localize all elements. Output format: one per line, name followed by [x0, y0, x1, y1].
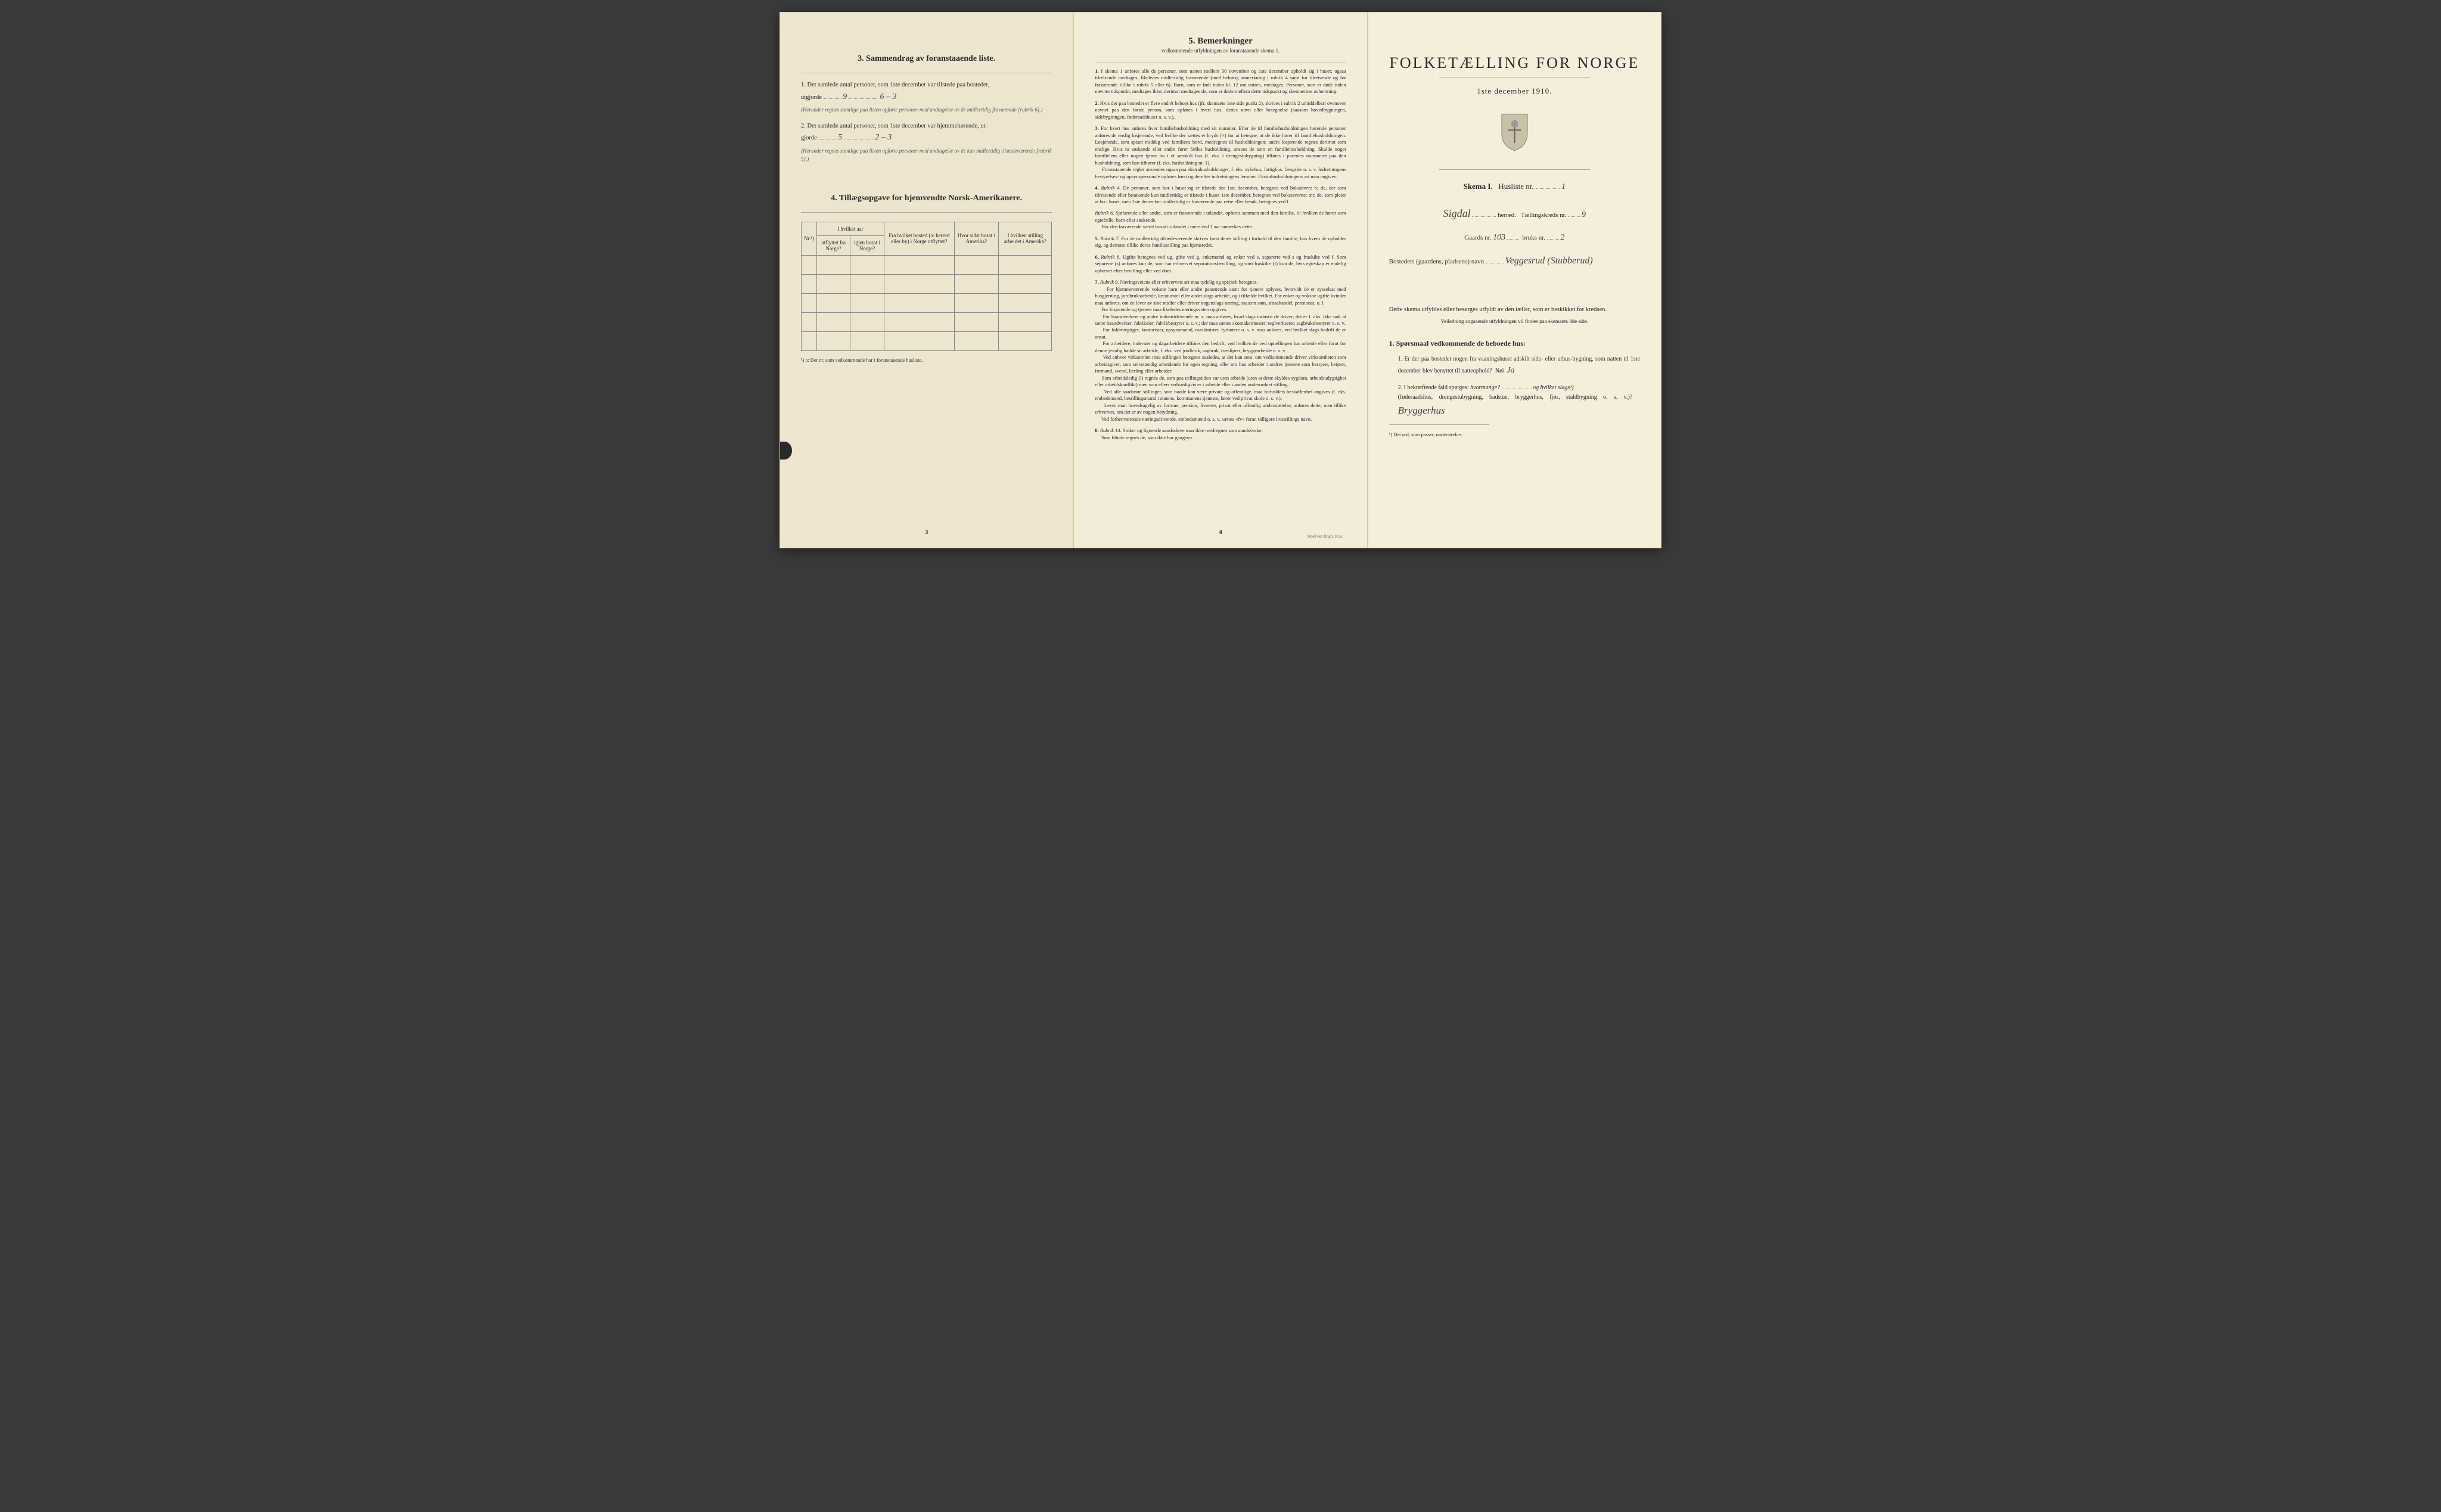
- main-title: FOLKETÆLLING FOR NORGE: [1389, 54, 1640, 72]
- page-tear: [779, 442, 792, 460]
- page-right: FOLKETÆLLING FOR NORGE 1ste december 191…: [1368, 12, 1662, 548]
- table-row: [802, 293, 1052, 312]
- summary-item-2: 2. Det samlede antal personer, som 1ste …: [801, 122, 1052, 164]
- instruction-sub: Veiledning angaaende utfyldningen vil fi…: [1389, 318, 1640, 326]
- page-number-3: 3: [780, 529, 1073, 536]
- th-amerika-bosat: Hvor sidst bosat i Amerika?: [954, 222, 998, 255]
- item1-note: (Herunder regnes samtlige paa listen opf…: [801, 105, 1052, 114]
- q2-b: og hvilket slags¹): [1533, 384, 1574, 391]
- divider: [1439, 169, 1590, 170]
- remark-item: 7. Rubrik 9. Næringsveiens eller erhverv…: [1095, 279, 1346, 423]
- herred-line: Sigdal herred. Tællingskreds nr. 9: [1389, 204, 1640, 223]
- divider: [1389, 424, 1490, 425]
- table-footnote: ¹) ɔ: Det nr. som vedkommende har i fora…: [801, 357, 1052, 363]
- gaards-value: 103: [1493, 230, 1505, 245]
- item2-sub: 2 – 3: [875, 131, 892, 144]
- page3-footnote: ¹) Det ord, som passer, understrekes.: [1389, 431, 1640, 439]
- th-aar: I hvilket aar: [816, 222, 884, 235]
- remark-item: 2. Hvis der paa bostedet er flere end ét…: [1095, 100, 1346, 120]
- section-3-title: 3. Sammendrag av foranstaaende liste.: [801, 54, 1052, 64]
- remark-item: 3. For hvert hus anføres hver familiehus…: [1095, 125, 1346, 180]
- q2-paren: (føderaadshus, drengestubygning, badstue…: [1398, 394, 1633, 400]
- remark-item: 4. Rubrik 4. De personer, som bor i huse…: [1095, 185, 1346, 205]
- printer-note: Steen'ske Bogtr. Kr.a.: [1307, 534, 1343, 539]
- remarks-title: 5. Bemerkninger: [1095, 36, 1346, 46]
- census-date: 1ste december 1910.: [1389, 86, 1640, 96]
- bruks-value: 2: [1560, 230, 1564, 245]
- item1-sub: 6 – 3: [880, 91, 897, 104]
- remarks-list: 1. I skema 1 anføres alle de personer, s…: [1095, 68, 1346, 441]
- gaards-line: Gaards nr. 103 bruks nr. 2: [1389, 230, 1640, 245]
- table-row: [802, 255, 1052, 274]
- question-1: 1. Er der paa bostedet nogen fra vaaning…: [1398, 355, 1640, 377]
- q1-answer: Ja: [1507, 364, 1514, 377]
- remark-item: 8. Rubrik 14. Sinker og lignende aandssl…: [1095, 427, 1346, 441]
- th-bosat-norge: igjen bosat i Norge?: [850, 235, 884, 255]
- kreds-label: Tællingskreds nr.: [1521, 212, 1566, 219]
- amerikanere-table: Nr.¹) I hvilket aar Fra hvilket bosted (…: [801, 222, 1052, 351]
- skema-label: Skema I.: [1464, 182, 1493, 191]
- section-4-title: 4. Tillægsopgave for hjemvendte Norsk-Am…: [801, 194, 1052, 203]
- q2-answer: Bryggerhus: [1398, 402, 1445, 418]
- table-row: [802, 331, 1052, 350]
- item2-note: (Herunder regnes samtlige paa listen opf…: [801, 147, 1052, 164]
- remarks-subtitle: vedkommende utfyldningen av foranstaaend…: [1095, 48, 1346, 54]
- th-bosted: Fra hvilket bosted (ɔ: herred eller by) …: [884, 222, 954, 255]
- q2-a: hvormange?: [1470, 384, 1500, 391]
- remark-item: 1. I skema 1 anføres alle de personer, s…: [1095, 68, 1346, 95]
- question-2: 2. I bekræftende fald spørges: hvormange…: [1398, 383, 1640, 418]
- skema-line: Skema I. Husliste nr. 1: [1389, 182, 1640, 192]
- coat-of-arms-icon: [1389, 111, 1640, 154]
- remark-item: 5. Rubrik 7. For de midlertidig tilstede…: [1095, 235, 1346, 249]
- table-row: [802, 274, 1052, 293]
- summary-item-1: 1. Det samlede antal personer, som 1ste …: [801, 80, 1052, 114]
- census-document: 3. Sammendrag av foranstaaende liste. 1.…: [779, 12, 1662, 548]
- remark-item: Rubrik 6. Sjøfarende eller andre, som er…: [1095, 210, 1346, 230]
- husliste-label: Husliste nr.: [1498, 182, 1533, 191]
- bosted-value: Veggesrud (Stubberud): [1505, 253, 1593, 270]
- bosted-line: Bostedets (gaardens, pladsens) navn Vegg…: [1389, 253, 1640, 270]
- herred-value: Sigdal: [1443, 204, 1471, 223]
- gaards-label: Gaards nr.: [1464, 234, 1491, 241]
- page-left: 3. Sammendrag av foranstaaende liste. 1.…: [779, 12, 1073, 548]
- q1-text: 1. Er der paa bostedet nogen fra vaaning…: [1398, 356, 1640, 374]
- page-middle: 5. Bemerkninger vedkommende utfyldningen…: [1073, 12, 1367, 548]
- husliste-value: 1: [1561, 182, 1566, 192]
- item1-text: 1. Det samlede antal personer, som 1ste …: [801, 82, 989, 88]
- kreds-value: 9: [1582, 207, 1586, 222]
- th-utflyttet: utflyttet fra Norge?: [816, 235, 850, 255]
- instruction-block: Dette skema utfyldes eller besørges utfy…: [1389, 305, 1640, 439]
- bosted-label: Bostedets (gaardens, pladsens) navn: [1389, 258, 1484, 265]
- instruction-text: Dette skema utfyldes eller besørges utfy…: [1389, 305, 1640, 315]
- item2-value: 5: [838, 131, 842, 144]
- bruks-label: bruks nr.: [1522, 234, 1545, 241]
- table-row: [802, 312, 1052, 331]
- q2-prefix: 2. I bekræftende fald spørges:: [1398, 384, 1469, 391]
- item2-label: gjorde: [801, 135, 817, 141]
- th-stilling: I hvilken stilling arbeidet i Amerika?: [999, 222, 1052, 255]
- item1-label: utgjorde: [801, 94, 822, 101]
- herred-label: herred.: [1498, 212, 1516, 219]
- remark-item: 6. Rubrik 8. Ugifte betegnes ved ug, gif…: [1095, 254, 1346, 274]
- th-nr: Nr.¹): [802, 222, 817, 255]
- divider: [801, 212, 1052, 213]
- item1-value: 9: [843, 91, 847, 104]
- question-heading: 1. Spørsmaal vedkommende de beboede hus:: [1389, 338, 1640, 349]
- item2-text: 2. Det samlede antal personer, som 1ste …: [801, 123, 987, 129]
